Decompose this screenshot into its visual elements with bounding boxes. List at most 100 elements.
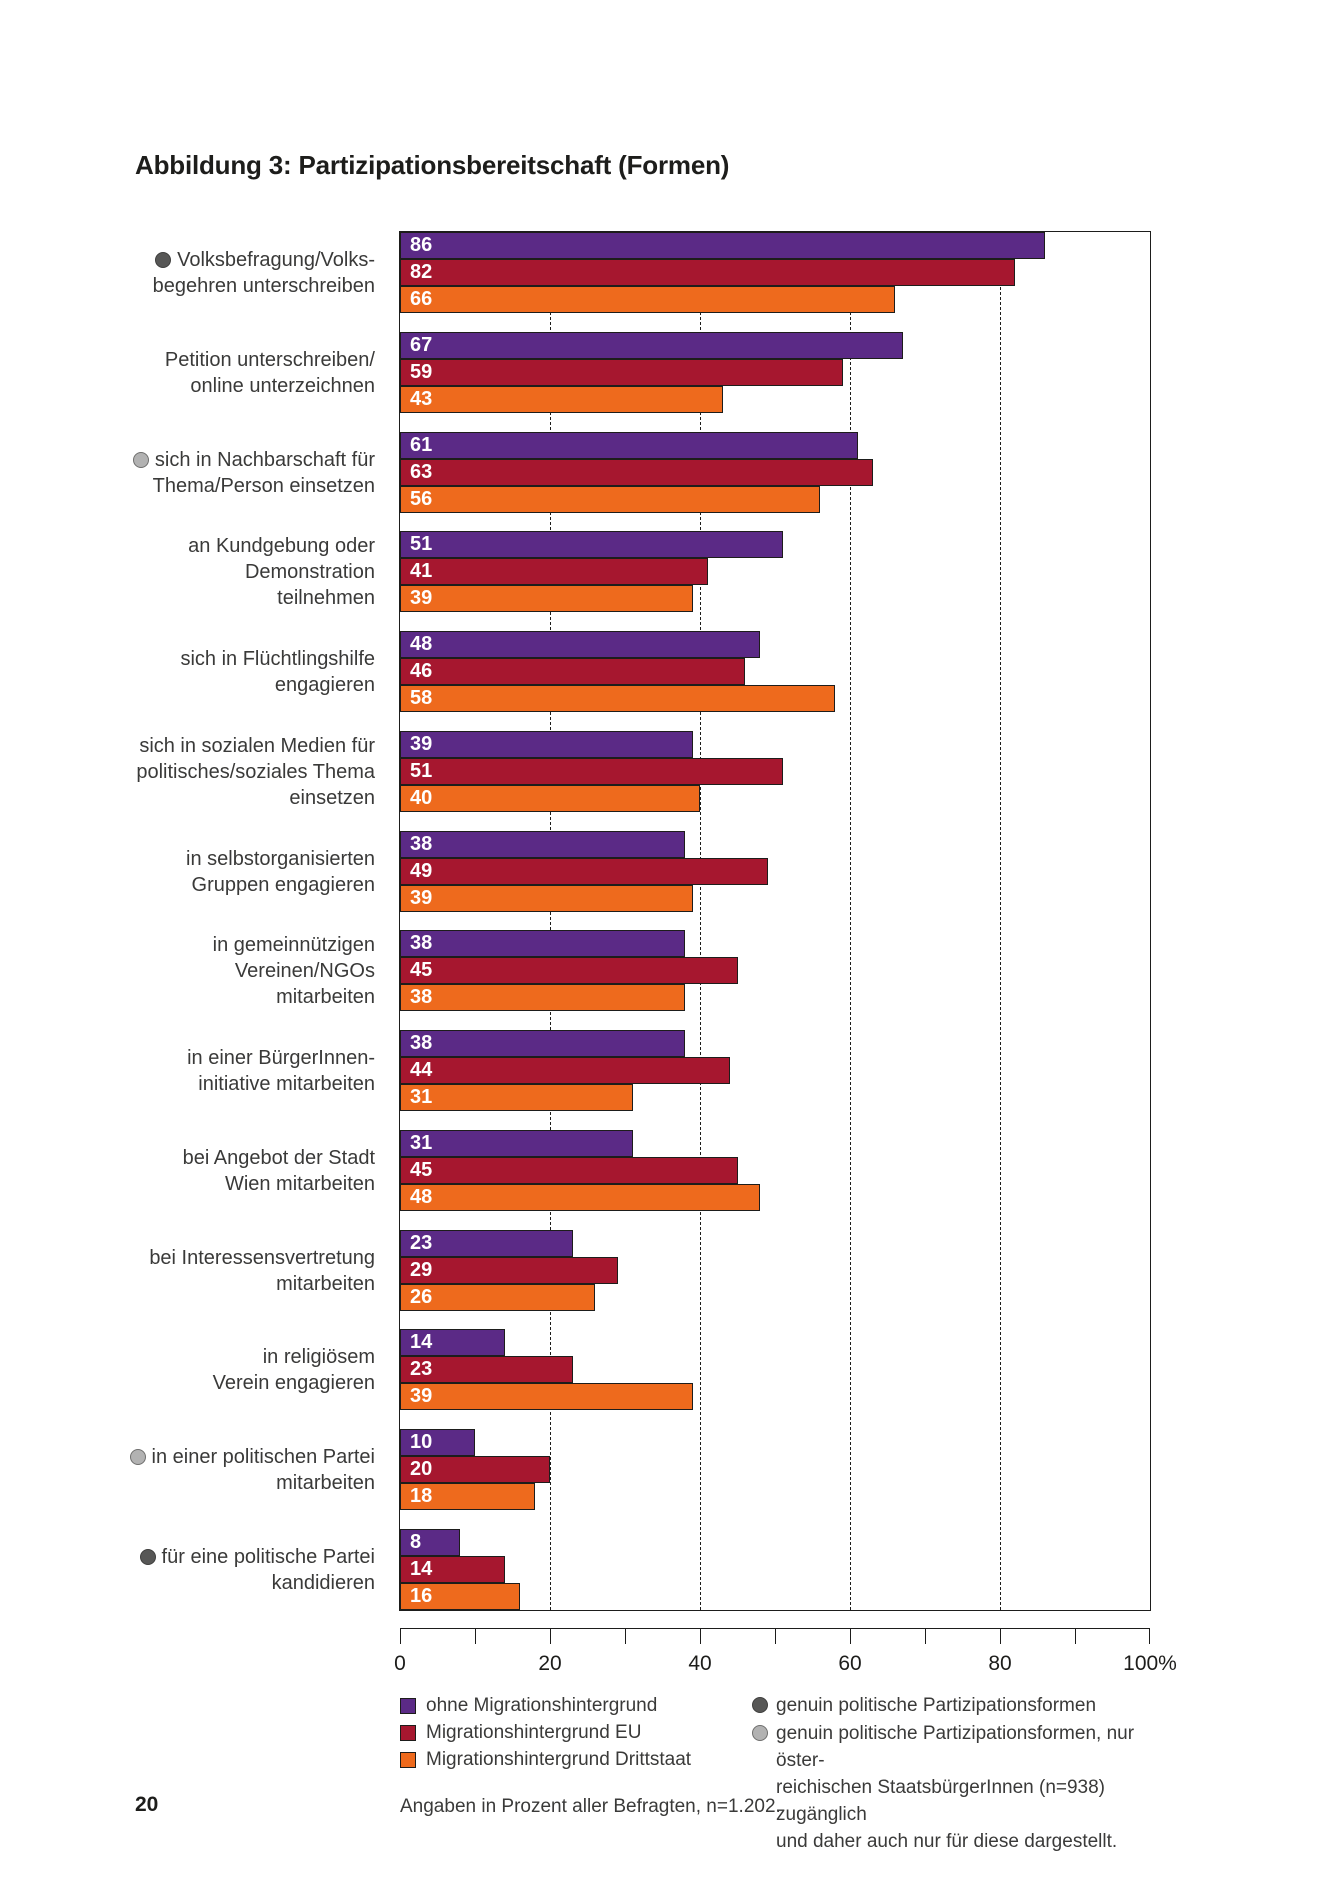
bar-value: 39 xyxy=(410,587,433,609)
page-number: 20 xyxy=(135,1793,159,1816)
category-label-line: politisches/soziales Thema xyxy=(136,760,375,783)
bar-value: 31 xyxy=(410,1086,433,1108)
legend-marker-row: genuin politische Partizipationsformen xyxy=(752,1692,1172,1719)
legend-series-row: Migrationshintergrund EU xyxy=(400,1719,691,1746)
axis-tick xyxy=(475,1629,476,1644)
bar-value: 67 xyxy=(410,334,433,356)
legend-marker-label: genuin politische Partizipationsformen, … xyxy=(776,1720,1172,1855)
axis-tick xyxy=(925,1629,926,1644)
category-label-line: Wien mitarbeiten xyxy=(224,1172,375,1195)
legend-series-row: Migrationshintergrund Drittstaat xyxy=(400,1746,691,1773)
legend-marker-line: genuin politische Partizipationsformen, … xyxy=(776,1723,1135,1771)
bar-value: 45 xyxy=(410,1159,433,1181)
category-label: sich in sozialen Medien für politisches/s… xyxy=(35,731,375,812)
bar-series-3: 40 xyxy=(400,785,700,812)
category-label: Petition unterschreiben/online unterzeic… xyxy=(35,332,375,413)
bar-value: 20 xyxy=(410,1458,433,1480)
axis-tick xyxy=(775,1629,776,1644)
bar-series-1: 8 xyxy=(400,1529,460,1556)
bar-series-1: 86 xyxy=(400,232,1045,259)
category-label-line: sich in Flüchtlingshilfe xyxy=(180,647,375,670)
category-label-line: sich in sozialen Medien für xyxy=(139,734,375,757)
bar-value: 43 xyxy=(410,388,433,410)
category-label-line: Vereinen/NGOs xyxy=(234,959,375,982)
legend-marker-line: genuin politische Partizipationsformen xyxy=(776,1695,1097,1716)
category-label-line: Gruppen engagieren xyxy=(191,873,375,896)
political-form-marker-light-icon xyxy=(132,451,149,468)
bar-value: 10 xyxy=(410,1431,433,1453)
category-label-line: an Kundgebung oder xyxy=(188,534,375,557)
category-label-line: Demonstration xyxy=(244,560,375,583)
category-label-line: initiative mitarbeiten xyxy=(198,1072,375,1095)
axis-tick-label: 100% xyxy=(1123,1652,1177,1675)
bar-value: 58 xyxy=(410,687,433,709)
bar-series-2: 23 xyxy=(400,1356,573,1383)
bar-series-3: 26 xyxy=(400,1284,595,1311)
bar-value: 46 xyxy=(410,660,433,682)
bar-series-3: 18 xyxy=(400,1483,535,1510)
legend-label: Migrationshintergrund Drittstaat xyxy=(426,1748,692,1770)
bar-value: 14 xyxy=(410,1558,433,1580)
bar-series-2: 41 xyxy=(400,558,708,585)
category-label: für eine politische Partei kandidieren xyxy=(35,1529,375,1610)
bar-series-2: 14 xyxy=(400,1556,505,1583)
bar-value: 38 xyxy=(410,1032,433,1054)
category-label-line: in einer BürgerInnen- xyxy=(187,1046,375,1069)
category-label: sich in Nachbarschaft für Thema/Person ei… xyxy=(35,432,375,513)
legend-marker-line: reichischen StaatsbürgerInnen (n=938) zu… xyxy=(776,1777,1106,1825)
bar-value: 49 xyxy=(410,860,433,882)
bar-series-2: 45 xyxy=(400,1157,738,1184)
bar-value: 56 xyxy=(410,488,433,510)
bar-value: 51 xyxy=(410,760,433,782)
bar-series-2: 45 xyxy=(400,957,738,984)
bar-value: 38 xyxy=(410,986,433,1008)
category-label: Volksbefragung/Volks-begehren unterschre… xyxy=(35,232,375,313)
bar-value: 39 xyxy=(410,887,433,909)
category-label: an Kundgebung oder Demonstration teilnehme… xyxy=(35,531,375,612)
bar-series-1: 14 xyxy=(400,1329,505,1356)
category-label-line: in selbstorganisierten xyxy=(186,847,375,870)
category-label: bei Interessensvertretung mitarbeiten xyxy=(35,1230,375,1311)
category-label-line: bei Interessensvertretung xyxy=(149,1246,375,1269)
category-label-line: in einer politischen Partei xyxy=(129,1444,375,1470)
category-label-line: Thema/Person einsetzen xyxy=(152,474,375,497)
bar-series-3: 39 xyxy=(400,885,693,912)
bar-series-1: 67 xyxy=(400,332,903,359)
category-label: in selbstorganisierten Gruppen engagieren xyxy=(35,831,375,912)
bar-series-2: 49 xyxy=(400,858,768,885)
category-label-line: Verein engagieren xyxy=(212,1371,375,1394)
category-label: in einer BürgerInnen-initiative mitarbei… xyxy=(35,1030,375,1111)
legend-label: Migrationshintergrund EU xyxy=(426,1721,642,1743)
bar-series-1: 31 xyxy=(400,1130,633,1157)
bar-value: 23 xyxy=(410,1358,433,1380)
axis-tick xyxy=(1000,1629,1001,1644)
bar-value: 82 xyxy=(410,261,433,283)
bar-series-1: 48 xyxy=(400,631,760,658)
bar-value: 61 xyxy=(410,434,433,456)
bar-value: 66 xyxy=(410,288,433,310)
bar-value: 39 xyxy=(410,1385,433,1407)
bar-series-1: 23 xyxy=(400,1230,573,1257)
bar-series-1: 61 xyxy=(400,432,858,459)
legend-markers: genuin politische Partizipationsformen ge… xyxy=(752,1692,1172,1856)
bar-series-3: 39 xyxy=(400,585,693,612)
legend-swatch xyxy=(400,1724,416,1741)
legend-marker-label: genuin politische Partizipationsformen xyxy=(776,1692,1096,1719)
political-form-marker-dark-icon xyxy=(155,251,172,268)
bar-series-2: 59 xyxy=(400,359,843,386)
bar-value: 51 xyxy=(410,533,433,555)
bar-series-1: 10 xyxy=(400,1429,475,1456)
bar-series-2: 46 xyxy=(400,658,745,685)
legend-marker-light-icon xyxy=(752,1725,768,1741)
bar-value: 38 xyxy=(410,833,433,855)
bar-value: 48 xyxy=(410,633,433,655)
bar-series-3: 43 xyxy=(400,386,723,413)
category-label-line: in religiösem xyxy=(262,1345,375,1368)
legend-marker-dark-icon xyxy=(752,1697,768,1713)
x-axis xyxy=(400,1628,1150,1644)
bar-value: 41 xyxy=(410,560,433,582)
category-label-line: mitarbeiten xyxy=(276,1272,375,1295)
bar-series-3: 38 xyxy=(400,984,685,1011)
category-label-line: sich in Nachbarschaft für xyxy=(132,447,375,473)
axis-tick xyxy=(850,1629,851,1644)
